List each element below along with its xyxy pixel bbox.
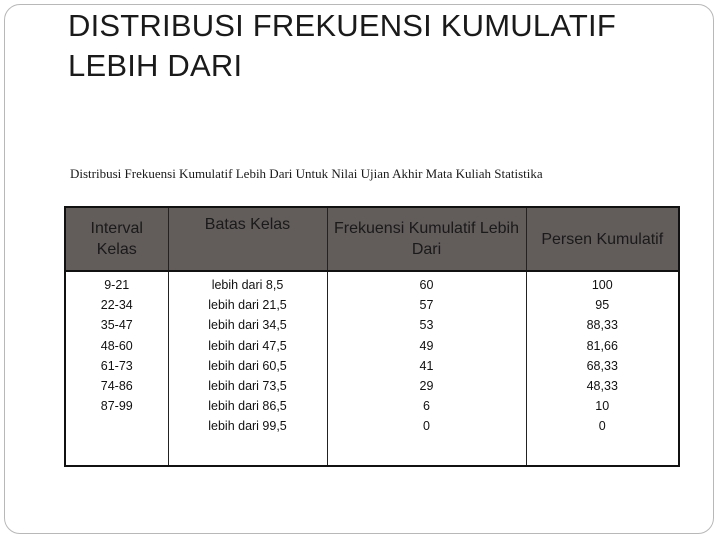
cell-persen-kumulatif: 81,66 [586, 338, 618, 353]
cell-batas-kelas: lebih dari 60,5 [208, 358, 287, 373]
cell-interval-kelas: 87-99 [100, 399, 133, 414]
cell-frekuensi-kumulatif: 29 [419, 379, 434, 394]
cell-interval-kelas: 9-21 [104, 278, 130, 292]
cell-frekuensi-kumulatif: 0 [423, 419, 430, 434]
header-batas-kelas: Batas Kelas [167, 206, 328, 272]
table-row: 9-21 22-34 35-47 48-60 61-73 74-86 87-99… [64, 271, 680, 466]
cell-frekuensi-kumulatif: 60 [419, 278, 434, 292]
cell-frekuensi-kumulatif: 41 [419, 358, 434, 373]
cell-persen-kumulatif: 10 [595, 399, 610, 414]
frequency-table: Interval Kelas Batas Kelas Frekuensi Kum… [64, 206, 680, 467]
cell-persen-kumulatif: 88,33 [586, 318, 618, 333]
cell-batas-kelas: lebih dari 47,5 [208, 338, 287, 353]
column-persen-kumulatif: 100 95 88,33 81,66 68,33 48,33 10 0 [525, 271, 680, 466]
cell-batas-kelas: lebih dari 86,5 [208, 399, 287, 414]
column-batas-kelas: lebih dari 8,5 lebih dari 21,5 lebih dar… [167, 271, 328, 466]
header-persen-kumulatif: Persen Kumulatif [525, 206, 680, 272]
cell-interval-kelas: 74-86 [100, 379, 133, 394]
cell-frekuensi-kumulatif: 57 [419, 298, 434, 313]
cell-batas-kelas: lebih dari 21,5 [208, 298, 287, 313]
header-interval-kelas: Interval Kelas [64, 206, 169, 272]
column-interval-kelas: 9-21 22-34 35-47 48-60 61-73 74-86 87-99 [64, 271, 169, 466]
cell-persen-kumulatif: 100 [591, 278, 613, 292]
cell-interval-kelas: 35-47 [100, 318, 133, 333]
cell-frekuensi-kumulatif: 53 [419, 318, 434, 333]
table-caption: Distribusi Frekuensi Kumulatif Lebih Dar… [70, 166, 543, 181]
cell-persen-kumulatif: 95 [595, 298, 610, 313]
cell-interval-kelas: 22-34 [100, 298, 133, 313]
cell-interval-kelas: 48-60 [100, 338, 133, 353]
column-frekuensi-kumulatif: 60 57 53 49 41 29 6 0 [326, 271, 527, 466]
cell-persen-kumulatif: 48,33 [586, 379, 618, 394]
cell-batas-kelas: lebih dari 34,5 [208, 318, 287, 333]
cell-persen-kumulatif: 0 [598, 419, 606, 434]
cell-persen-kumulatif: 68,33 [586, 358, 618, 373]
table-header-row: Interval Kelas Batas Kelas Frekuensi Kum… [64, 206, 680, 272]
cell-batas-kelas: lebih dari 8,5 [211, 278, 284, 292]
header-frekuensi-kumulatif: Frekuensi Kumulatif Lebih Dari [326, 206, 527, 272]
cell-batas-kelas: lebih dari 73,5 [208, 379, 287, 394]
cell-frekuensi-kumulatif: 6 [423, 399, 430, 414]
cell-batas-kelas: lebih dari 99,5 [208, 419, 287, 434]
cell-frekuensi-kumulatif: 49 [419, 338, 434, 353]
slide-title: DISTRIBUSI FREKUENSI KUMULATIF LEBIH DAR… [68, 8, 616, 83]
cell-interval-kelas: 61-73 [100, 358, 133, 373]
